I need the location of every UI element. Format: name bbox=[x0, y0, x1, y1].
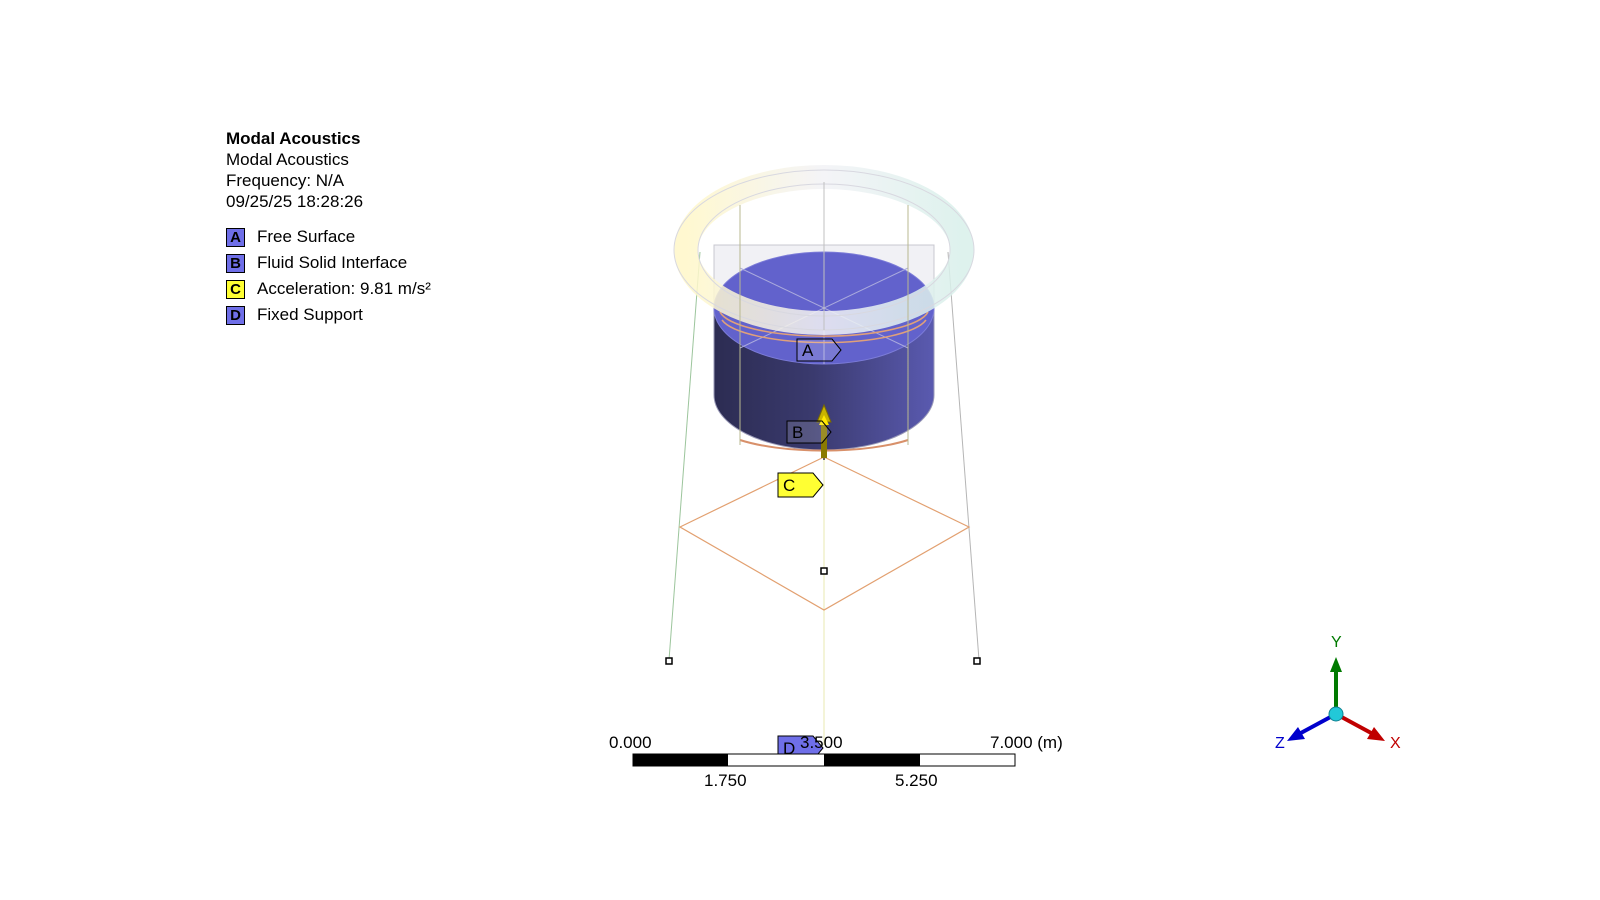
tag-a[interactable]: A bbox=[796, 338, 842, 362]
analysis-title: Modal Acoustics bbox=[226, 129, 361, 148]
frequency-label: Frequency: N/A bbox=[226, 171, 345, 190]
base-outline bbox=[678, 456, 971, 611]
axis-y-label: Y bbox=[1331, 634, 1342, 651]
tag-b[interactable]: B bbox=[786, 420, 832, 444]
legend-item-fluid-solid-interface[interactable]: B Fluid Solid Interface bbox=[226, 250, 431, 276]
legend-item-fixed-support[interactable]: D Fixed Support bbox=[226, 302, 431, 328]
tag-b-label: B bbox=[792, 423, 803, 442]
legend-item-free-surface[interactable]: A Free Surface bbox=[226, 224, 431, 250]
legend-item-label: Free Surface bbox=[257, 227, 356, 246]
legend-item-acceleration[interactable]: C Acceleration: 9.81 m/s² bbox=[226, 276, 431, 302]
analysis-subtitle: Modal Acoustics bbox=[226, 150, 349, 169]
legend-key-d: D bbox=[226, 305, 245, 325]
tank-body[interactable] bbox=[673, 165, 975, 452]
coordinate-triad[interactable]: Y X Z bbox=[1275, 634, 1401, 752]
details-legend: Modal Acoustics Modal Acoustics Frequenc… bbox=[226, 128, 431, 328]
tag-c-label: C bbox=[783, 476, 795, 495]
legend-key-a: A bbox=[226, 227, 245, 247]
acceleration-arrow[interactable] bbox=[816, 403, 832, 458]
axis-x-label: X bbox=[1390, 735, 1401, 752]
boundary-condition-list: A Free Surface B Fluid Solid Interface C… bbox=[226, 224, 431, 328]
scale-bar bbox=[632, 753, 1016, 767]
vertex-markers bbox=[665, 567, 981, 665]
legend-key-b: B bbox=[226, 253, 245, 273]
tag-a-label: A bbox=[802, 341, 814, 360]
tag-c[interactable]: C bbox=[777, 472, 824, 498]
legend-key-c: C bbox=[226, 279, 245, 299]
legend-item-label: Acceleration: 9.81 m/s² bbox=[257, 279, 431, 298]
legend-item-label: Fluid Solid Interface bbox=[257, 253, 408, 272]
timestamp-label: 09/25/25 18:28:26 bbox=[226, 192, 364, 211]
axis-z-label: Z bbox=[1275, 735, 1285, 752]
legend-item-label: Fixed Support bbox=[257, 305, 363, 324]
tag-d-label: D bbox=[783, 739, 795, 758]
